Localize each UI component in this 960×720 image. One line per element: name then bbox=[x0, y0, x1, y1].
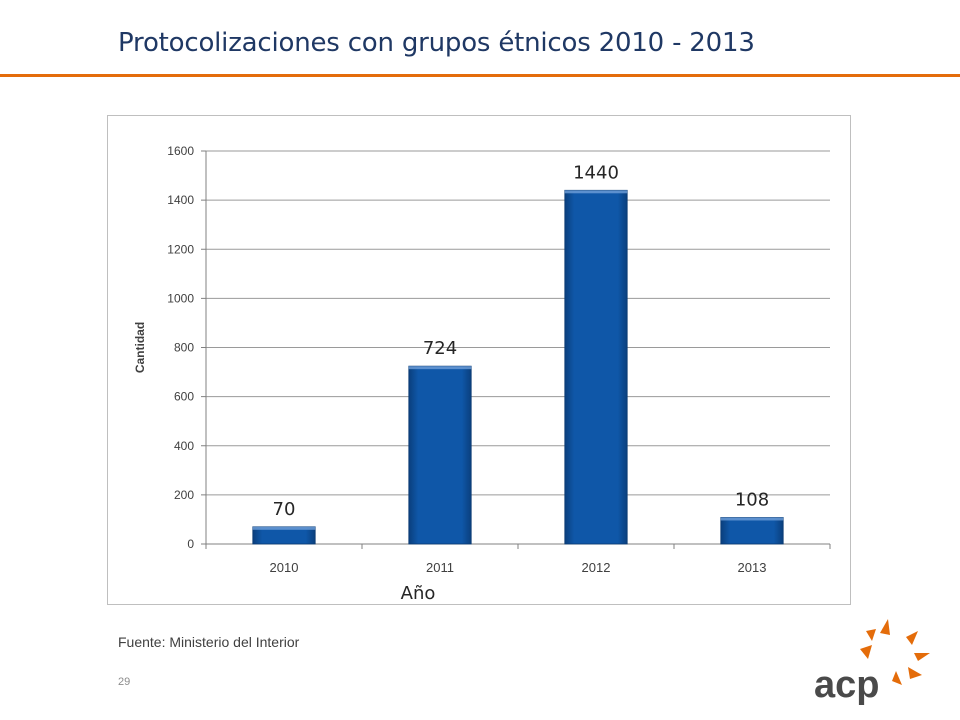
x-tick-label: 2012 bbox=[582, 560, 611, 575]
bars bbox=[252, 189, 784, 545]
y-axis-title: Cantidad bbox=[133, 322, 147, 373]
star-burst-icon bbox=[860, 619, 930, 685]
x-tick-label: 2011 bbox=[426, 560, 454, 575]
title-underline bbox=[0, 74, 960, 77]
data-label: 70 bbox=[273, 499, 296, 520]
source-note: Fuente: Ministerio del Interior bbox=[118, 634, 300, 650]
bar-top-highlight bbox=[720, 517, 784, 521]
x-tick-label: 2010 bbox=[270, 560, 299, 575]
y-tick-label: 400 bbox=[174, 439, 194, 453]
bar-top-highlight bbox=[564, 190, 628, 194]
y-tick-label: 1400 bbox=[167, 193, 194, 207]
bar bbox=[408, 365, 472, 545]
bar-top-highlight bbox=[252, 526, 316, 530]
logo-text: acp bbox=[814, 664, 879, 706]
gridlines bbox=[206, 150, 830, 496]
y-tick-label: 0 bbox=[187, 537, 194, 551]
slide-title: Protocolizaciones con grupos étnicos 201… bbox=[118, 28, 755, 58]
y-tick-label: 1000 bbox=[167, 291, 194, 305]
bar bbox=[564, 189, 628, 545]
chart-frame: 0 200 400 600 800 1000 1200 1400 1600 70 2010 724 20… bbox=[107, 115, 851, 605]
bar-chart: 0 200 400 600 800 1000 1200 1400 1600 70 2010 724 20… bbox=[133, 144, 831, 604]
bar bbox=[720, 517, 784, 545]
y-tick-label: 1200 bbox=[167, 242, 194, 256]
data-label: 1440 bbox=[573, 162, 619, 183]
acp-logo: acp bbox=[814, 619, 930, 706]
page-number: 29 bbox=[118, 676, 131, 688]
x-tick-label: 2013 bbox=[738, 560, 767, 575]
y-tick-label: 1600 bbox=[167, 144, 194, 158]
x-axis-title: Año bbox=[401, 583, 436, 604]
data-label: 108 bbox=[735, 489, 769, 510]
data-label: 724 bbox=[423, 338, 457, 359]
y-tick-label: 800 bbox=[174, 341, 194, 355]
y-tick-label: 600 bbox=[174, 390, 194, 404]
bar-top-highlight bbox=[408, 366, 472, 370]
labels: 0 200 400 600 800 1000 1200 1400 1600 70 2010 724 20… bbox=[133, 144, 769, 604]
y-tick-label: 200 bbox=[174, 488, 194, 502]
